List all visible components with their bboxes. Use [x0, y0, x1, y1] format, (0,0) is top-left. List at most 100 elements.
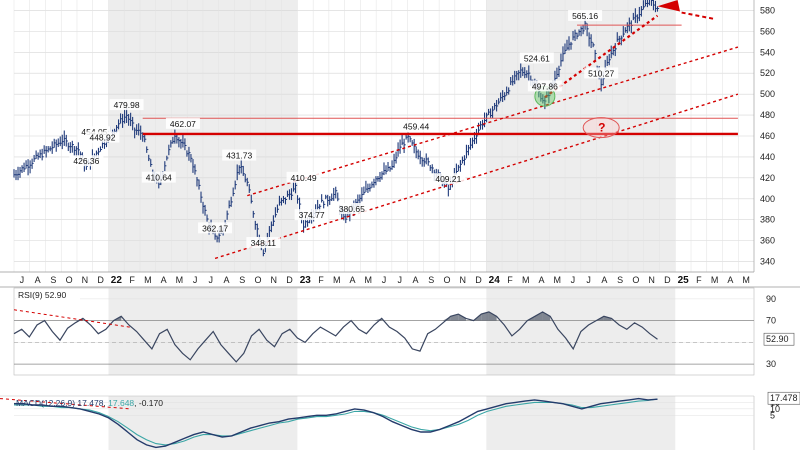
- price-tick-label: 580: [760, 5, 775, 15]
- rsi-divergence-line: [13, 309, 131, 328]
- price-annotation-bg: [527, 80, 562, 92]
- price-annotation: 426.36: [73, 156, 99, 166]
- month-label: M: [742, 275, 750, 285]
- month-label: O: [66, 275, 73, 285]
- macd-tick-label: 5: [770, 410, 775, 420]
- month-label: S: [617, 275, 623, 285]
- price-annotation: 410.64: [146, 173, 172, 183]
- month-label: F: [507, 275, 513, 285]
- projection-arrow: [681, 11, 714, 20]
- rsi-overbought-fill: [442, 316, 451, 321]
- rsi-overbought-fill: [534, 311, 543, 321]
- price-annotation-bg: [109, 99, 144, 111]
- price-annotation: 380.65: [339, 204, 365, 214]
- price-annotation-bg: [584, 67, 619, 79]
- month-label: A: [350, 275, 356, 285]
- price-annotation: 459.44: [403, 122, 429, 132]
- month-label: O: [443, 275, 450, 285]
- month-label: A: [412, 275, 418, 285]
- arrow-head-icon: [657, 0, 680, 12]
- price-annotation: 510.27: [588, 68, 614, 78]
- price-annotation: 497.86: [532, 81, 558, 91]
- month-label: O: [632, 275, 639, 285]
- month-label: N: [271, 275, 278, 285]
- price-annotation-bg: [334, 203, 369, 215]
- time-axis: J A S O N D 22 F M A M J J A S O N D 23 F M A M J J A S O N D 24 F M A M J J…: [0, 271, 800, 288]
- macd-value: 17.478: [770, 393, 798, 403]
- price-tick-label: 560: [760, 26, 775, 36]
- price-annotation-bg: [165, 117, 200, 129]
- month-label: M: [333, 275, 341, 285]
- month-label: J: [20, 275, 25, 285]
- price-tick-label: 400: [760, 194, 775, 204]
- year-shading: [108, 288, 298, 375]
- macd-legend-part: MACD(12,26,9): [16, 398, 77, 408]
- month-label: M: [144, 275, 152, 285]
- month-label: F: [696, 275, 702, 285]
- price-annotation-bg: [222, 149, 257, 161]
- axis-bg: [0, 272, 800, 287]
- month-label: D: [286, 275, 293, 285]
- price-annotation-bg: [431, 173, 466, 185]
- rsi-label-bg: [16, 289, 80, 300]
- price-annotation: 410.49: [291, 173, 317, 183]
- rsi-value: 52.90: [766, 334, 789, 344]
- month-label: N: [648, 275, 655, 285]
- macd-legend: MACD(12,26,9) 17.478, 17.648, -0.170: [16, 398, 163, 408]
- month-label: A: [601, 275, 607, 285]
- price-tick-label: 460: [760, 131, 775, 141]
- year-label: 23: [300, 275, 312, 286]
- macd-legend-part: ,: [103, 398, 108, 408]
- price-tick-label: 480: [760, 110, 775, 120]
- rsi-overbought-fill: [542, 311, 551, 321]
- year-shading: [486, 396, 676, 450]
- price-annotation-bg: [198, 222, 233, 234]
- price-annotation-bg: [141, 171, 176, 183]
- month-label: F: [318, 275, 324, 285]
- month-label: A: [161, 275, 167, 285]
- month-label: J: [209, 275, 214, 285]
- month-label: J: [382, 275, 387, 285]
- price-annotation-bg: [568, 9, 603, 21]
- question-ellipse: [582, 117, 620, 139]
- macd-value-box: [767, 391, 800, 405]
- month-label: S: [239, 275, 245, 285]
- price-annotation: 374.77: [299, 210, 325, 220]
- price-annotation-bg: [286, 171, 321, 183]
- macd-legend-part: -0.170: [139, 398, 163, 408]
- rsi-tick-label: 70: [766, 316, 776, 326]
- macd-panel: 15105MACD(12,26,9) 17.478, 17.648, -0.17…: [0, 391, 800, 450]
- price-annotation-bg: [519, 52, 554, 64]
- month-label: J: [397, 275, 402, 285]
- macd-tick-label: 10: [770, 404, 780, 414]
- month-label: O: [255, 275, 262, 285]
- trendline: [544, 14, 659, 99]
- macd-legend-part: ,: [134, 398, 139, 408]
- month-label: A: [727, 275, 733, 285]
- month-label: A: [224, 275, 230, 285]
- rsi-overbought-fill: [488, 311, 497, 321]
- year-label: 22: [111, 275, 123, 286]
- month-label: M: [176, 275, 184, 285]
- month-label: J: [586, 275, 591, 285]
- month-label: S: [428, 275, 434, 285]
- price-annotation: 431.73: [226, 151, 252, 161]
- price-annotation: 479.98: [114, 100, 140, 110]
- rsi-tick-label: 30: [766, 359, 776, 369]
- price-annotation-bg: [69, 155, 104, 167]
- price-annotation: 565.16: [572, 11, 598, 21]
- month-label: D: [664, 275, 671, 285]
- price-annotation: 362.17: [202, 223, 228, 233]
- macd-legend-part: 17.648: [108, 398, 134, 408]
- price-annotation-bg: [294, 209, 329, 221]
- macd-legend-part: 17.478: [77, 398, 103, 408]
- rsi-legend: RSI(9) 52.90: [18, 290, 66, 300]
- price-tick-label: 420: [760, 173, 775, 183]
- month-label: A: [35, 275, 41, 285]
- year-label: 25: [678, 275, 690, 286]
- macd-divergence-line: [0, 398, 131, 410]
- month-label: J: [571, 275, 576, 285]
- price-annotation: 448.92: [89, 133, 115, 143]
